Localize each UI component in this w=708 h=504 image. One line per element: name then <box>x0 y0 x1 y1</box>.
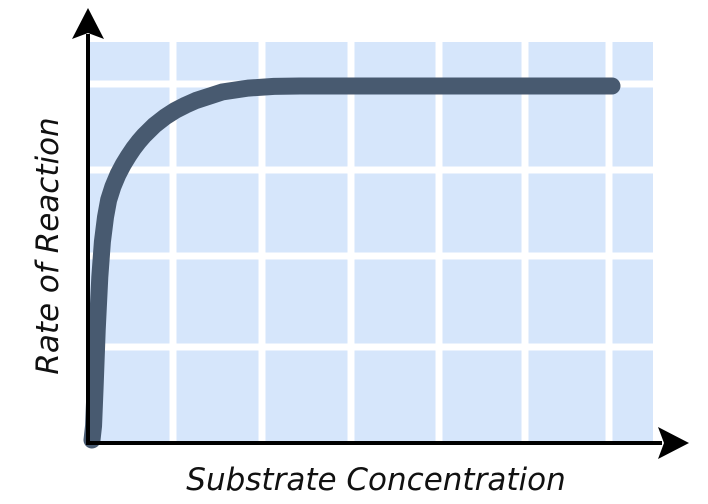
x-axis-label: Substrate Concentration <box>186 462 565 498</box>
x-axis <box>86 427 689 459</box>
y-axis-arrow-icon <box>72 8 104 39</box>
x-axis-arrow-icon <box>658 427 689 459</box>
rate-curve-line <box>83 77 621 449</box>
y-axis-label: Rate of Reaction <box>30 117 66 374</box>
y-axis <box>72 8 104 445</box>
